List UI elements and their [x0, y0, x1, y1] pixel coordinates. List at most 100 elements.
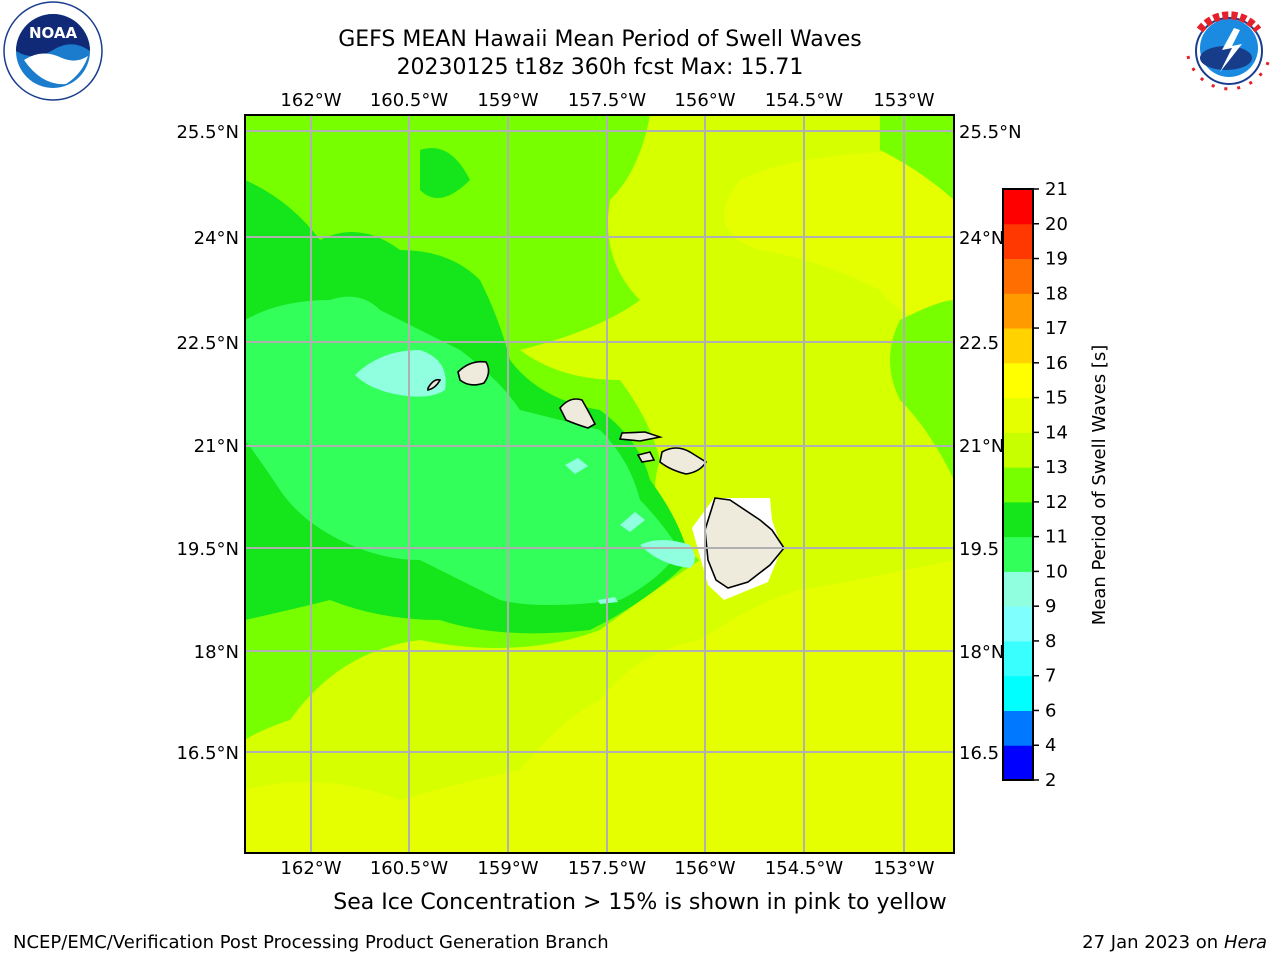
colorbar-frame — [1002, 188, 1034, 781]
colorbar-tick-label: 16 — [1045, 353, 1068, 374]
lat-labels-left: 25.5°N 24°N 22.5°N 21°N 19.5°N 18°N 16.5… — [176, 122, 239, 764]
lat-tick-label: 21°N — [959, 436, 1004, 457]
lat-tick-label: 21°N — [194, 436, 239, 457]
colorbar-tick-label: 21 — [1045, 179, 1068, 200]
colorbar-label: Mean Period of Swell Waves [s] — [1089, 345, 1110, 626]
colorbar-tick-label: 6 — [1045, 700, 1056, 721]
lat-tick-label: 24°N — [194, 228, 239, 249]
colorbar-swatch — [1003, 328, 1033, 364]
colorbar-swatch — [1003, 362, 1033, 399]
contour-14-15-south — [245, 560, 954, 853]
lat-tick-label: 18°N — [959, 642, 1004, 663]
noaa-text: NOAA — [29, 24, 78, 42]
lon-tick-label: 154.5°W — [765, 90, 844, 111]
colorbar-swatch — [1003, 432, 1033, 468]
lon-tick-label: 154.5°W — [765, 858, 844, 879]
contour-10-11 — [245, 296, 680, 605]
colorbar-swatch — [1003, 189, 1033, 225]
colorbar-swatch — [1003, 293, 1033, 329]
colorbar: 2 4 6 7 8 9 10 11 12 13 14 15 16 17 18 19 20 21 — [1002, 179, 1068, 791]
colorbar-swatch — [1003, 675, 1033, 711]
colorbar-swatch — [1003, 606, 1033, 642]
lat-tick-label: 25.5°N — [959, 122, 1022, 143]
lat-tick-label: 22.5°N — [176, 333, 239, 354]
colorbar-tick-label: 14 — [1045, 422, 1068, 443]
lat-tick-label: 22.5 — [959, 333, 999, 354]
colorbar-swatch — [1003, 745, 1033, 781]
lon-tick-label: 157.5°W — [568, 858, 647, 879]
island-lanai — [636, 451, 656, 463]
lat-tick-label: 24°N — [959, 228, 1004, 249]
island-molokai — [618, 431, 664, 442]
lat-tick-label: 16.5°N — [176, 743, 239, 764]
map-subtitle: 20230125 t18z 360h fcst Max: 15.71 — [396, 55, 804, 80]
colorbar-tick-label: 15 — [1045, 388, 1068, 409]
colorbar-tick-label: 19 — [1045, 249, 1068, 270]
contour-9-10-a — [355, 350, 446, 397]
footer-date: 27 Jan 2023 on Hera — [1082, 932, 1267, 953]
footer-date-text: 27 Jan 2023 on — [1082, 932, 1224, 953]
colorbar-tick-label: 12 — [1045, 492, 1068, 513]
colorbar-swatch — [1003, 536, 1033, 572]
island-kauai — [457, 360, 490, 386]
colorbar-swatch — [1003, 223, 1033, 260]
lat-tick-label: 16.5 — [959, 743, 999, 764]
lon-tick-label: 160.5°W — [370, 90, 449, 111]
sea-ice-note: Sea Ice Concentration > 15% is shown in … — [333, 890, 947, 915]
lat-labels-right: 25.5°N 24°N 22.5 21°N 19.5 18°N 16.5 — [959, 122, 1022, 764]
island-maui — [659, 447, 708, 475]
colorbar-tick-label: 20 — [1045, 214, 1068, 235]
contour-12-13-ne — [880, 115, 954, 200]
noaa-logo: NOAA — [3, 1, 103, 101]
nws-logo — [1181, 3, 1277, 99]
lon-tick-label: 156°W — [674, 90, 735, 111]
colorbar-swatch — [1003, 258, 1033, 294]
contour-9-10-c — [565, 458, 588, 474]
footer-machine: Hera — [1223, 932, 1267, 953]
swell-period-field — [245, 115, 954, 853]
lon-tick-label: 162°W — [280, 90, 341, 111]
lon-tick-label: 159°W — [477, 858, 538, 879]
colorbar-tick-label: 8 — [1045, 631, 1056, 652]
island-oahu — [559, 398, 597, 429]
colorbar-swatch — [1003, 397, 1033, 433]
island-hawaii — [704, 497, 785, 589]
lon-tick-label: 153°W — [873, 858, 934, 879]
map-frame — [244, 114, 955, 854]
colorbar-tick-label: 2 — [1045, 770, 1056, 791]
hawaiian-islands — [427, 360, 785, 589]
colorbar-swatch — [1003, 710, 1033, 746]
colorbar-tick-label: 13 — [1045, 457, 1068, 478]
lon-tick-label: 156°W — [674, 858, 735, 879]
contour-9-10-d — [620, 512, 645, 532]
colorbar-tick-label: 10 — [1045, 561, 1068, 582]
colorbar-tick-label: 7 — [1045, 666, 1056, 687]
colorbar-swatch — [1003, 467, 1033, 503]
lat-tick-label: 19.5°N — [176, 539, 239, 560]
lon-labels-bottom: 162°W 160.5°W 159°W 157.5°W 156°W 154.5°… — [280, 858, 934, 879]
colorbar-tick-label: 17 — [1045, 318, 1068, 339]
contour-14-15-north — [724, 150, 954, 330]
colorbar-swatch — [1003, 501, 1033, 538]
lat-tick-label: 19.5 — [959, 539, 999, 560]
map-gridlines — [245, 115, 954, 853]
contour-12-13-east — [890, 300, 954, 480]
lon-tick-label: 153°W — [873, 90, 934, 111]
lat-tick-label: 25.5°N — [176, 122, 239, 143]
lon-tick-label: 160.5°W — [370, 858, 449, 879]
lat-tick-label: 18°N — [194, 642, 239, 663]
colorbar-tick-label: 9 — [1045, 596, 1056, 617]
colorbar-tick-label: 18 — [1045, 283, 1068, 304]
colorbar-swatch — [1003, 640, 1033, 677]
colorbar-tick-label: 11 — [1045, 527, 1068, 548]
colorbar-swatch — [1003, 571, 1033, 607]
colorbar-tick-label: 4 — [1045, 735, 1056, 756]
lon-tick-label: 159°W — [477, 90, 538, 111]
map-title: GEFS MEAN Hawaii Mean Period of Swell Wa… — [338, 27, 862, 52]
lon-tick-label: 162°W — [280, 858, 341, 879]
footer-credit: NCEP/EMC/Verification Post Processing Pr… — [13, 932, 609, 953]
lon-tick-label: 157.5°W — [568, 90, 647, 111]
contour-11-12-north — [420, 148, 470, 198]
lon-labels-top: 162°W 160.5°W 159°W 157.5°W 156°W 154.5°… — [280, 90, 934, 111]
